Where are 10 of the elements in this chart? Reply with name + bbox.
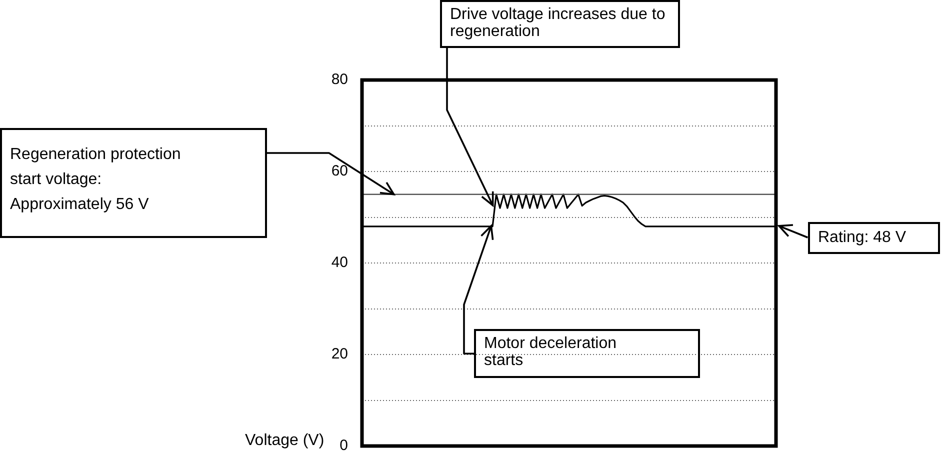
y-tick-label: 20	[331, 346, 348, 363]
y-tick-label: 80	[331, 71, 348, 88]
y-axis-title: Voltage (V)	[245, 432, 324, 450]
text: Drive voltage increases due to regeneration	[450, 6, 666, 40]
text: Regeneration protection start voltage: Approximately 56 V	[10, 145, 182, 215]
annotation: Motor deceleration starts	[484, 335, 618, 369]
text: Rating: 48 V	[818, 228, 908, 248]
y-tick-label: 60	[331, 162, 348, 180]
y-tick-label: 40	[331, 254, 348, 272]
y-tick-label: 0	[340, 437, 348, 454]
